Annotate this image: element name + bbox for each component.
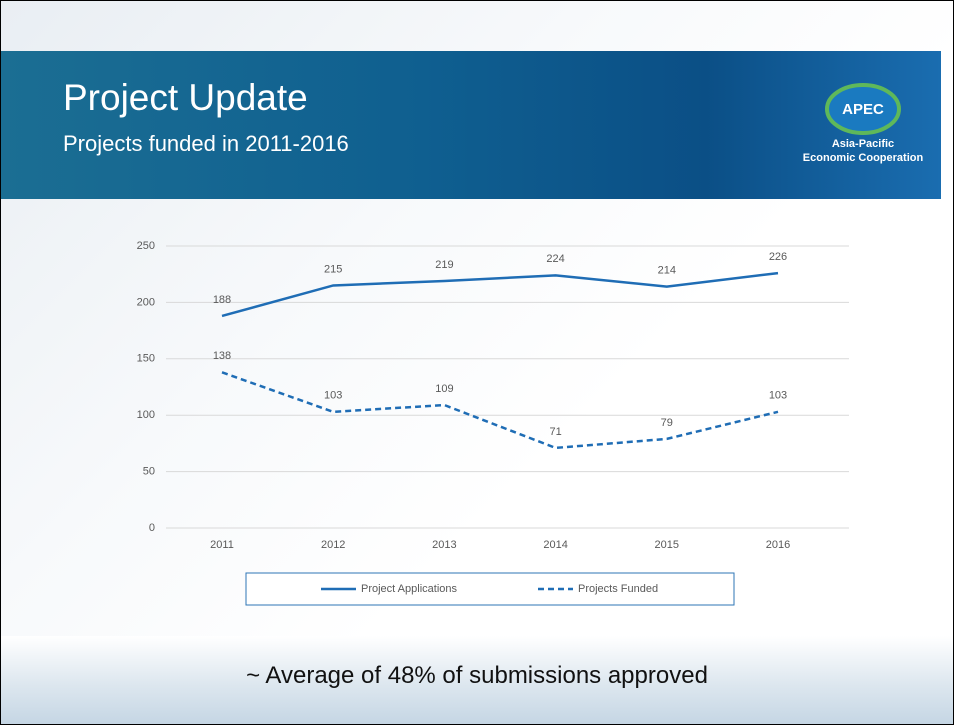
y-tick-label: 50 bbox=[143, 466, 155, 478]
series-line bbox=[221, 271, 779, 318]
legend-label: Project Applications bbox=[361, 583, 457, 595]
data-label: 214 bbox=[658, 265, 676, 277]
series-line bbox=[221, 371, 779, 450]
chart: 0 50 100 150 200 250 2011 2012 2013 2014 2015 2016 1… bbox=[137, 240, 849, 606]
data-label: 79 bbox=[661, 417, 673, 429]
x-tick-label: 2011 bbox=[210, 539, 234, 551]
data-label: 224 bbox=[546, 253, 564, 265]
data-label: 226 bbox=[769, 251, 787, 263]
data-label: 109 bbox=[435, 383, 453, 395]
x-tick-label: 2014 bbox=[543, 539, 567, 551]
footer-text: ~ Average of 48% of submissions approved bbox=[246, 662, 708, 689]
logo-ring bbox=[825, 83, 901, 135]
legend-box bbox=[245, 572, 735, 606]
data-label: 215 bbox=[324, 263, 342, 275]
legend-label: Projects Funded bbox=[578, 583, 658, 595]
y-tick-label: 100 bbox=[137, 409, 155, 421]
footer: ~ Average of 48% of submissions approved bbox=[1, 636, 953, 724]
logo-name: APEC bbox=[842, 101, 884, 118]
logo-line: Asia-Pacific bbox=[832, 138, 894, 150]
data-label: 71 bbox=[549, 426, 561, 438]
data-label: 138 bbox=[213, 350, 231, 362]
y-tick-label: 150 bbox=[137, 353, 155, 365]
data-label: 188 bbox=[213, 294, 231, 306]
y-tick-label: 200 bbox=[137, 296, 155, 308]
x-tick-label: 2015 bbox=[655, 539, 679, 551]
data-label: 103 bbox=[324, 390, 342, 402]
logo-line: Economic Cooperation bbox=[803, 152, 924, 164]
header: Project Update Projects funded in 2011-2… bbox=[1, 51, 941, 199]
x-tick-label: 2012 bbox=[321, 539, 345, 551]
y-tick-label: 0 bbox=[149, 522, 155, 534]
x-tick-label: 2016 bbox=[766, 539, 790, 551]
title: Project Update bbox=[63, 77, 308, 118]
x-tick-label: 2013 bbox=[432, 539, 456, 551]
subtitle: Projects funded in 2011-2016 bbox=[63, 131, 349, 156]
y-tick-label: 250 bbox=[137, 240, 155, 252]
data-label: 219 bbox=[435, 259, 453, 271]
logo: APEC Asia-Pacific Economic Cooperation bbox=[803, 83, 924, 164]
data-label: 103 bbox=[769, 390, 787, 402]
